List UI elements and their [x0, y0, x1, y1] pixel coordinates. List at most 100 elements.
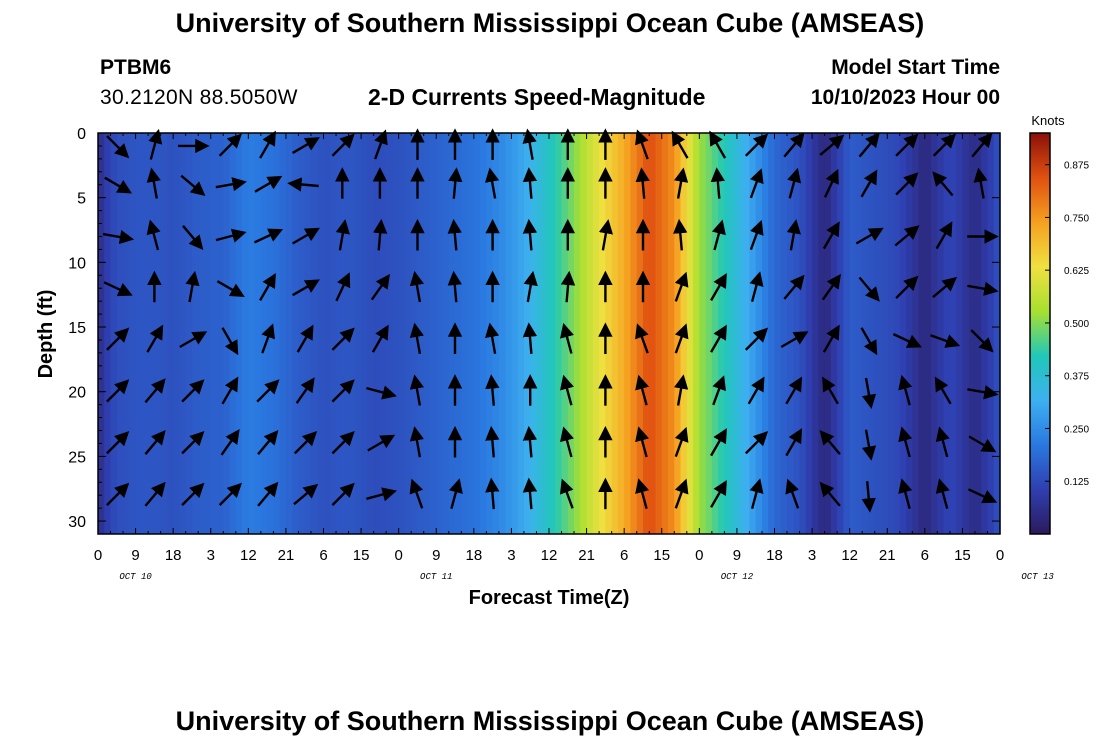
current-vector [780, 331, 809, 349]
heatmap-cell [166, 133, 174, 534]
current-vector [894, 225, 920, 247]
current-vector [970, 329, 994, 353]
heatmap-cell [248, 133, 256, 534]
heatmap-cell [242, 133, 249, 534]
current-vector [895, 172, 919, 196]
current-vector [709, 130, 727, 159]
current-vector [674, 323, 689, 354]
current-vector [221, 376, 239, 405]
current-vector [560, 322, 574, 354]
current-vector [785, 478, 800, 509]
current-vector [523, 270, 538, 303]
heatmap-cell [361, 133, 368, 534]
date-label: OCT 11 [420, 572, 452, 582]
heatmap-cell [217, 133, 224, 534]
heatmap-cell [542, 133, 550, 534]
current-vector [744, 327, 769, 351]
x-tick-label: 0 [94, 547, 102, 564]
colorbar-tick-label: 0.875 [1064, 161, 1089, 172]
heatmap-cell [949, 133, 957, 534]
y-tick-label: 15 [68, 320, 86, 337]
heatmap-cell [141, 133, 149, 534]
heatmap-cell [699, 133, 707, 534]
chart-title: University of Southern Mississippi Ocean… [175, 8, 925, 38]
heatmap-cell [179, 133, 187, 534]
current-vector [104, 176, 133, 194]
current-vector [711, 219, 726, 251]
current-vector [216, 280, 245, 297]
colorbar-tick-label: 0.625 [1064, 266, 1089, 277]
currents-chart: 0 9 18 3 12 21 6 15 0 9 18 3 12 21 6 15 0 9 18 3 12 21 6 15 0 OCT… [35, 113, 1089, 609]
current-vector [335, 219, 350, 251]
current-vector [146, 324, 164, 353]
heatmap-cell [912, 133, 920, 534]
current-vector [971, 132, 993, 158]
current-vector [409, 322, 424, 355]
heatmap-cell [329, 133, 337, 534]
current-vector [331, 431, 355, 455]
current-vector [635, 323, 649, 354]
heatmap-cell [592, 133, 600, 534]
x-tick-label: 6 [620, 547, 628, 564]
current-vector [293, 483, 319, 506]
heatmap-cell [661, 133, 669, 534]
heatmap-cell [404, 133, 412, 534]
heatmap-cell [254, 133, 262, 534]
current-vector [635, 426, 650, 458]
heatmap-cell [210, 133, 218, 534]
current-vector [106, 135, 130, 159]
x-tick-label: 12 [240, 547, 257, 564]
current-vector [710, 272, 727, 301]
heatmap-cell [273, 133, 281, 534]
heatmap-cell [555, 133, 563, 534]
heatmap-cell [173, 133, 181, 534]
x-tick-label: 21 [578, 547, 595, 564]
current-vector [674, 426, 689, 458]
current-vector [218, 133, 242, 157]
x-tick-label: 0 [695, 547, 703, 564]
heatmap-cell [480, 133, 487, 534]
heatmap-cell [768, 133, 776, 534]
current-vector [296, 324, 314, 353]
current-vector [409, 478, 424, 509]
current-vector [860, 327, 878, 356]
current-vector [367, 434, 396, 452]
heatmap-cell [724, 133, 732, 534]
heatmap-cell [191, 133, 199, 534]
x-tick-label: 6 [319, 547, 327, 564]
current-vector [895, 275, 919, 299]
heatmap-cell [805, 133, 813, 534]
current-vector [409, 426, 424, 458]
heatmap-cell [279, 133, 287, 534]
current-vector [855, 227, 884, 245]
heatmap-cell [148, 133, 155, 534]
current-vector [448, 478, 463, 510]
current-vector [898, 374, 913, 406]
current-vector [103, 281, 133, 297]
heatmap-cell [185, 133, 193, 534]
current-vector [261, 323, 275, 354]
heatmap-cell [880, 133, 888, 534]
date-label: OCT 13 [1021, 572, 1054, 582]
x-tick-label: 12 [841, 547, 858, 564]
current-vector [106, 431, 130, 455]
current-vector [185, 270, 200, 303]
station-coordinates: 30.2120N 88.5050W [100, 86, 298, 109]
heatmap-cell [837, 133, 844, 534]
current-vector [335, 272, 351, 302]
heatmap-cell [354, 133, 362, 534]
current-vector [180, 174, 206, 197]
current-vector [822, 324, 840, 353]
current-vector [674, 478, 689, 509]
current-vector [144, 481, 166, 507]
current-vector [744, 133, 769, 157]
current-vector [560, 270, 576, 303]
x-tick-label: 18 [165, 547, 182, 564]
heatmap-cell [843, 133, 851, 534]
heatmap-cell [981, 133, 989, 534]
model-start-time: 10/10/2023 Hour 00 [810, 86, 1000, 109]
current-vector [181, 379, 205, 403]
current-vector [783, 274, 805, 300]
x-tick-label: 9 [131, 547, 139, 564]
heatmap-cell [749, 133, 757, 534]
